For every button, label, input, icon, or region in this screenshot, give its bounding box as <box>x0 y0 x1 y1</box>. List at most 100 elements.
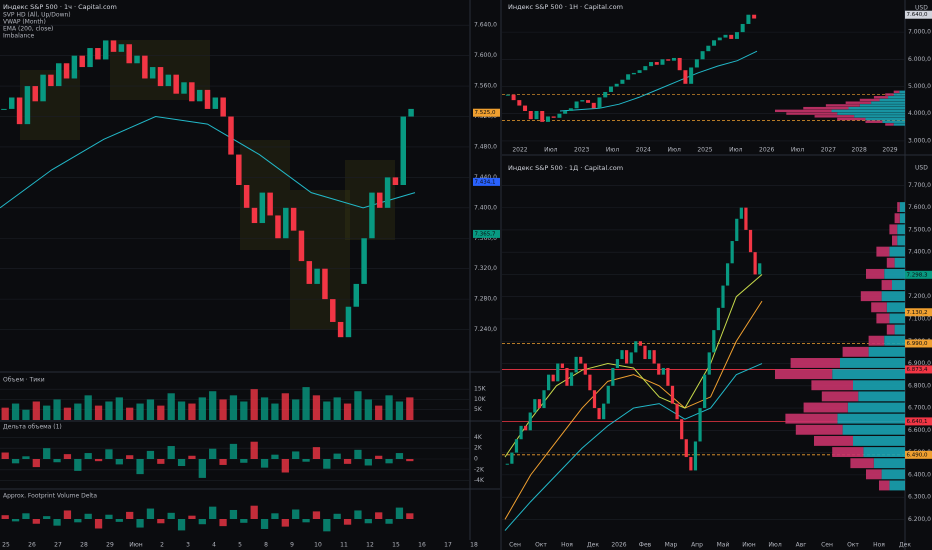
profile-buy <box>889 313 905 324</box>
bar <box>146 399 155 420</box>
profile-sell <box>803 402 848 413</box>
bar <box>281 459 289 473</box>
price-tag-label: 7.130,2 <box>907 310 928 316</box>
profile-buy <box>899 202 905 213</box>
y-tick-label: 6.700,0 <box>908 405 931 412</box>
candle <box>537 399 542 409</box>
bar <box>177 459 186 467</box>
candle <box>118 44 125 52</box>
candle <box>542 390 546 409</box>
candle <box>369 192 375 239</box>
profile-sell <box>860 291 882 302</box>
candle <box>574 356 578 373</box>
bar <box>11 519 20 522</box>
bar <box>167 512 175 519</box>
pane-title: Индекс S&P 500 · 1Н · Capital.com <box>508 3 623 11</box>
bar <box>271 454 279 459</box>
profile-sell <box>795 424 843 435</box>
bar <box>364 399 372 420</box>
x-tick-label: Июл <box>729 147 743 154</box>
y-tick-label: 2K <box>474 445 483 452</box>
candle <box>725 263 730 286</box>
level-tag-label: 6.490,0 <box>907 452 928 458</box>
bar <box>136 519 144 528</box>
candle <box>666 367 670 386</box>
x-tick-label: 2025 <box>697 147 712 154</box>
candle <box>603 91 608 98</box>
bar <box>240 401 248 420</box>
profile-buy <box>884 268 905 279</box>
y-tick-label: 7.480,0 <box>474 143 497 150</box>
bar <box>354 449 362 459</box>
profile-buy <box>837 413 905 424</box>
price-tag-label: 7.365,7 <box>475 231 496 237</box>
y-tick-label: 15K <box>474 386 487 393</box>
bar <box>354 391 362 420</box>
bar <box>1 452 9 459</box>
candle <box>220 97 226 117</box>
pane-title: Индекс S&P 500 · 1Д · Capital.com <box>508 164 623 172</box>
candle <box>565 367 569 386</box>
candle <box>580 100 585 102</box>
y-tick-label: 7.280,0 <box>474 296 497 303</box>
bar <box>22 513 30 519</box>
bar <box>84 513 92 519</box>
bar <box>292 399 300 420</box>
y-tick-label: 6.200,0 <box>908 516 931 523</box>
pane-title: Approx. Footprint Volume Delta <box>3 493 97 500</box>
bar <box>323 459 331 469</box>
candle <box>228 116 234 155</box>
candle <box>689 67 694 84</box>
bar <box>343 403 352 420</box>
indicator-label: VWAP (Month) <box>3 19 46 26</box>
price-tag <box>905 308 932 317</box>
x-tick-label: 25 <box>2 542 10 549</box>
profile-buy <box>831 109 905 113</box>
bar <box>126 511 134 519</box>
level-tag <box>905 365 932 374</box>
bar <box>312 447 321 459</box>
bar <box>375 455 383 459</box>
candle <box>505 463 509 465</box>
candle <box>534 111 539 120</box>
candle <box>16 97 23 125</box>
profile-sell <box>866 469 882 480</box>
candle <box>693 441 698 471</box>
bar <box>395 507 404 519</box>
bar <box>43 405 51 420</box>
bar <box>333 397 341 420</box>
bar <box>136 403 144 420</box>
y-tick-label: 6.300,0 <box>908 494 931 501</box>
profile-sell <box>886 324 895 335</box>
bar <box>209 448 217 459</box>
candle <box>314 268 320 284</box>
y-tick-label: 3.000,0 <box>908 137 931 144</box>
candle <box>377 192 383 208</box>
bar <box>343 459 352 464</box>
candle <box>519 425 523 440</box>
y-tick-label: 7.640,0 <box>474 22 497 29</box>
bar <box>229 395 238 420</box>
profile-sell <box>886 257 895 268</box>
x-tick-label: Окт <box>847 542 859 549</box>
candle <box>698 408 702 442</box>
bar <box>406 513 414 519</box>
x-tick-label: 4 <box>212 542 216 549</box>
bar <box>375 512 383 519</box>
level-tag <box>905 450 932 459</box>
y-tick-label: 10K <box>474 396 487 403</box>
profile-sell <box>859 98 880 102</box>
candle <box>9 97 15 109</box>
indicator-label: SVP HD (All, Up/Down) <box>3 12 71 19</box>
candle <box>620 350 624 360</box>
candle <box>643 66 648 71</box>
y-tick-label: 6.000,0 <box>908 56 931 63</box>
x-tick-label: 10 <box>314 542 322 549</box>
candle <box>243 185 250 208</box>
candle <box>606 385 610 404</box>
y-tick-label: 7.600,0 <box>474 52 497 59</box>
candle <box>597 97 602 109</box>
candle <box>384 177 391 208</box>
bar <box>229 443 238 459</box>
